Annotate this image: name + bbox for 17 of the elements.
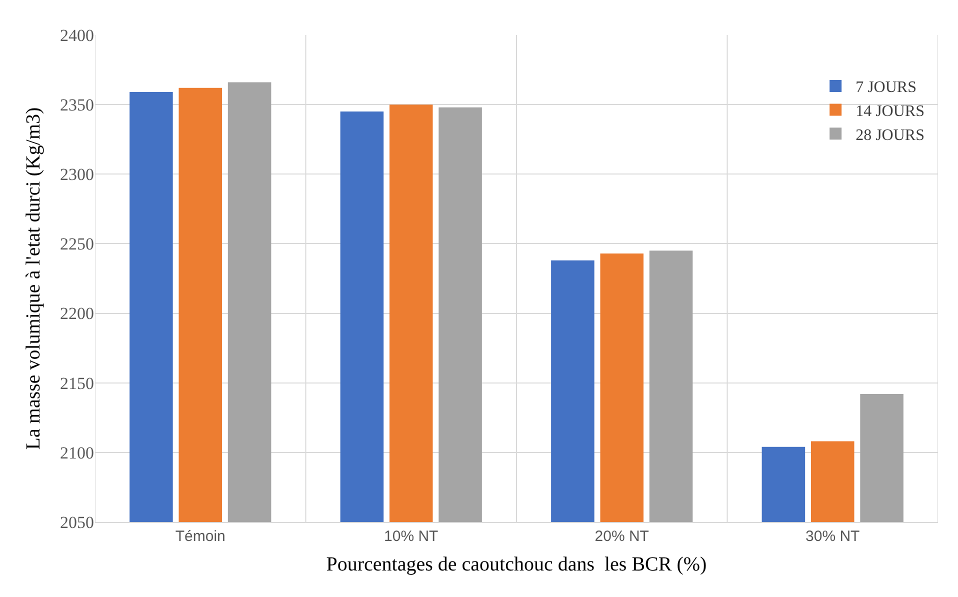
y-tick-label: 2050 [60, 512, 94, 532]
y-tick-label: 2150 [60, 374, 94, 393]
x-tick-label: 20% NT [594, 528, 649, 545]
legend-label: 7 JOURS [856, 79, 916, 96]
y-tick-label: 2400 [60, 26, 94, 45]
x-tick-label: 10% NT [384, 528, 438, 545]
y-tick-label: 2350 [60, 96, 94, 115]
y-tick-label: 2250 [60, 234, 94, 254]
y-tick-label: 2200 [60, 304, 94, 324]
y-tick-label: 2300 [60, 165, 94, 184]
y-tick-label: 2100 [60, 443, 94, 462]
x-tick-label: Témoin [175, 528, 226, 545]
x-tick-label: 30% NT [806, 528, 860, 545]
legend-label: 28 JOURS [856, 126, 924, 144]
x-axis-title: Pourcentages de caoutchouc dans les BCR (%) [326, 554, 707, 576]
legend-label: 14 JOURS [856, 103, 924, 120]
y-axis-title: La masse volumique à l'etat durci (Kg/m3) [22, 107, 44, 450]
